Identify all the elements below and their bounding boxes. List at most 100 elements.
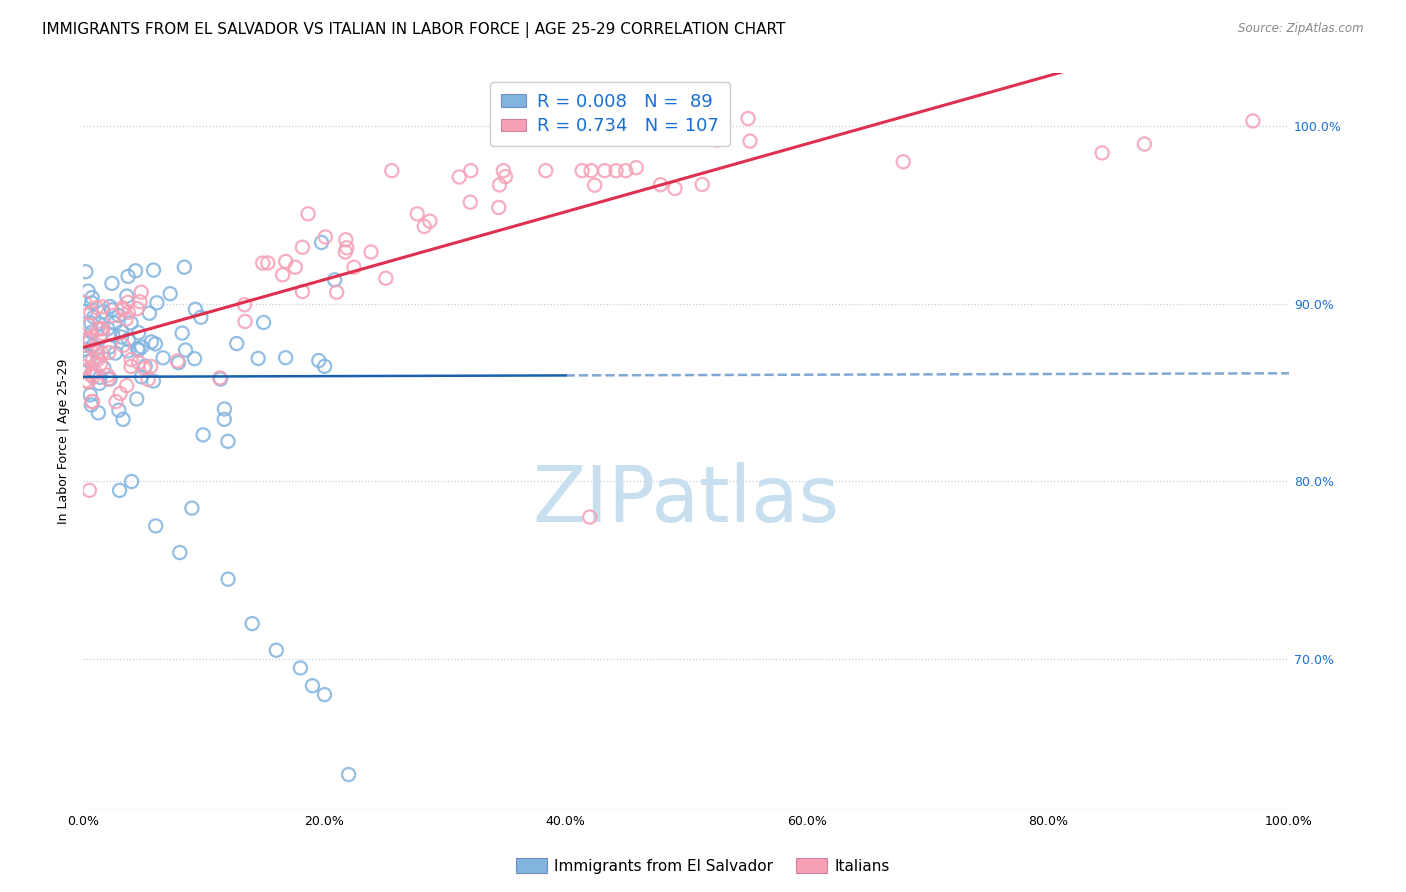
Point xyxy=(77,354,100,368)
Point xyxy=(172,326,194,340)
Point xyxy=(274,351,297,365)
Point xyxy=(86,322,108,336)
Point xyxy=(97,368,120,383)
Point xyxy=(82,353,104,368)
Point xyxy=(86,345,108,359)
Point xyxy=(120,352,142,367)
Point xyxy=(90,322,112,336)
Text: Source: ZipAtlas.com: Source: ZipAtlas.com xyxy=(1239,22,1364,36)
Point xyxy=(225,336,247,351)
Point xyxy=(104,316,127,330)
Point xyxy=(97,345,120,359)
Legend: R = 0.008   N =  89, R = 0.734   N = 107: R = 0.008 N = 89, R = 0.734 N = 107 xyxy=(491,82,730,146)
Point xyxy=(100,302,122,317)
Point xyxy=(117,305,139,319)
Point xyxy=(128,326,150,340)
Point xyxy=(131,340,153,354)
Point xyxy=(112,412,135,426)
Point xyxy=(314,230,336,244)
Point xyxy=(1133,136,1156,151)
Point xyxy=(108,483,131,498)
Point xyxy=(111,301,134,315)
Point xyxy=(291,285,314,299)
Point xyxy=(80,368,103,382)
Point xyxy=(614,163,637,178)
Point xyxy=(89,376,111,391)
Point xyxy=(87,352,110,367)
Point xyxy=(77,375,100,389)
Point xyxy=(80,325,103,339)
Point xyxy=(87,406,110,420)
Point xyxy=(91,321,114,335)
Point xyxy=(271,268,294,282)
Point xyxy=(458,195,481,210)
Point xyxy=(141,334,163,349)
Point xyxy=(142,374,165,388)
Point xyxy=(190,310,212,325)
Point xyxy=(139,359,162,374)
Point xyxy=(101,309,124,323)
Point xyxy=(112,338,135,352)
Point xyxy=(86,350,108,364)
Point xyxy=(1241,114,1264,128)
Point xyxy=(107,309,129,323)
Point xyxy=(534,163,557,178)
Point xyxy=(111,325,134,339)
Point xyxy=(83,310,105,325)
Point xyxy=(624,132,647,146)
Point xyxy=(166,354,188,368)
Point xyxy=(91,326,114,341)
Point xyxy=(127,301,149,316)
Point xyxy=(124,264,146,278)
Point xyxy=(117,333,139,347)
Point xyxy=(314,359,336,374)
Point xyxy=(214,412,236,426)
Point xyxy=(308,353,330,368)
Point xyxy=(274,254,297,268)
Point xyxy=(82,370,104,384)
Point xyxy=(413,219,436,234)
Point xyxy=(121,475,143,489)
Point xyxy=(115,378,138,392)
Point xyxy=(98,340,121,354)
Point xyxy=(323,273,346,287)
Point xyxy=(449,169,471,184)
Point xyxy=(174,343,197,357)
Point xyxy=(167,356,190,370)
Point xyxy=(173,260,195,275)
Point xyxy=(90,346,112,360)
Point xyxy=(83,365,105,379)
Point xyxy=(1091,145,1114,160)
Point xyxy=(297,207,319,221)
Point xyxy=(82,339,104,353)
Point xyxy=(145,519,167,533)
Point xyxy=(73,365,96,379)
Point xyxy=(84,342,107,356)
Point xyxy=(117,269,139,284)
Point xyxy=(737,112,759,126)
Point xyxy=(738,134,761,148)
Point xyxy=(131,370,153,384)
Point xyxy=(89,317,111,331)
Point xyxy=(217,572,239,586)
Point xyxy=(233,298,256,312)
Point xyxy=(314,688,336,702)
Point xyxy=(79,483,101,498)
Point xyxy=(89,357,111,371)
Point xyxy=(184,302,207,317)
Point xyxy=(117,295,139,310)
Point xyxy=(108,403,131,417)
Point xyxy=(209,372,232,386)
Point xyxy=(86,301,108,315)
Point xyxy=(97,372,120,386)
Point xyxy=(217,434,239,449)
Point xyxy=(128,355,150,369)
Point xyxy=(97,322,120,336)
Point xyxy=(73,351,96,365)
Point xyxy=(325,285,347,300)
Point xyxy=(690,178,713,192)
Point xyxy=(191,427,214,442)
Point xyxy=(159,286,181,301)
Point xyxy=(284,260,307,275)
Point xyxy=(89,370,111,384)
